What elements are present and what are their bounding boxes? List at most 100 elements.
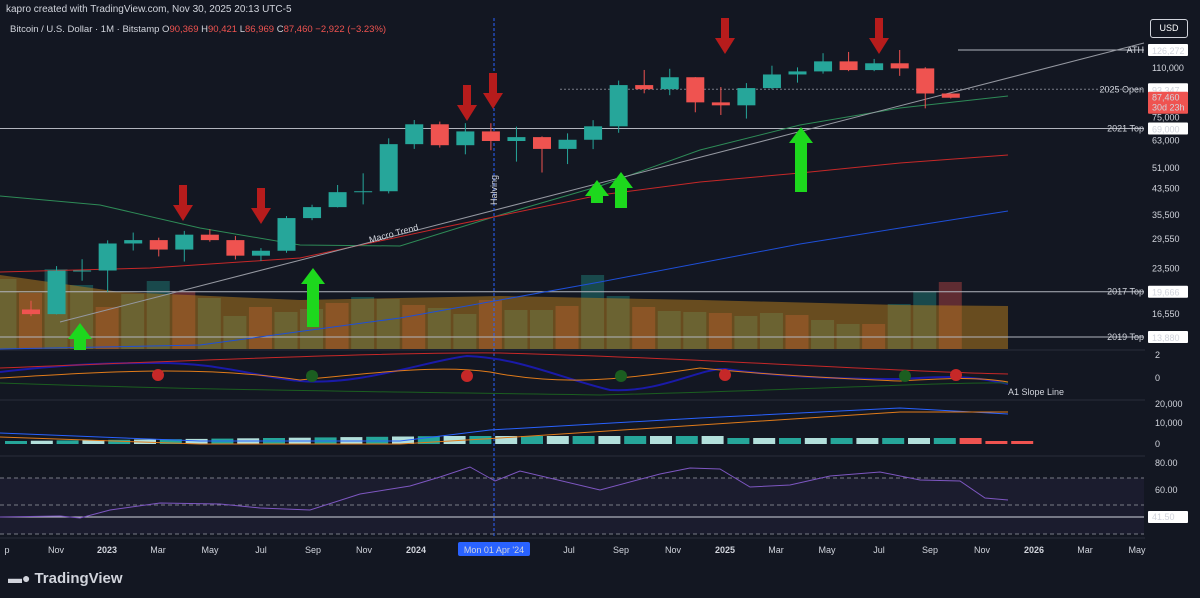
slope-line-orange xyxy=(0,367,1009,383)
down-arrow-icon xyxy=(457,85,477,121)
time-axis-tick: Nov xyxy=(974,545,991,555)
histogram-bar xyxy=(727,438,750,444)
candle-body xyxy=(635,85,654,90)
histogram-bar xyxy=(56,440,79,444)
tradingview-wordmark: TradingView xyxy=(34,570,123,587)
signal-dot-icon xyxy=(152,369,164,381)
histogram-bar xyxy=(5,441,27,444)
candle-body xyxy=(890,63,909,69)
candle-body xyxy=(762,74,781,89)
down-arrow-icon xyxy=(869,18,889,54)
rsi-line xyxy=(0,466,1009,519)
histogram-bar xyxy=(366,436,389,444)
candle-body xyxy=(558,139,577,149)
candle-body xyxy=(277,218,296,251)
candle-body xyxy=(47,270,66,315)
macro-trend-line xyxy=(59,42,1145,323)
down-arrow-icon xyxy=(173,185,193,221)
histogram-bar xyxy=(624,436,647,444)
time-axis-tick: 2024 xyxy=(406,545,426,555)
time-axis-tick: Nov xyxy=(665,545,682,555)
histogram-bar xyxy=(417,436,440,444)
histogram-bar xyxy=(159,439,182,444)
price-axis-tick: 16,550 xyxy=(1152,309,1180,319)
histogram-bar xyxy=(830,438,853,444)
time-axis-tick: p xyxy=(4,545,9,555)
macro-trend-label: Macro Trend xyxy=(368,222,419,245)
candle-body xyxy=(175,234,194,250)
signal-dot-icon xyxy=(950,369,962,381)
histogram-line-blue xyxy=(0,407,1009,442)
candle-body xyxy=(328,192,347,208)
candle-body xyxy=(379,144,398,192)
histogram-bar xyxy=(469,436,492,444)
candle-body xyxy=(481,131,500,141)
rsi-band xyxy=(0,478,1144,534)
histogram-bar xyxy=(779,438,801,444)
price-change: −2,922 (−3.23%) xyxy=(315,24,387,35)
histogram-bar xyxy=(675,436,698,444)
crosshair-date-tag xyxy=(458,542,530,556)
time-axis-tick: Mar xyxy=(150,545,166,555)
candle-body xyxy=(303,207,322,219)
slope-line-blue xyxy=(0,354,1009,392)
candle-body xyxy=(354,191,373,193)
up-arrow-icon xyxy=(789,127,813,192)
level-price-tag xyxy=(1148,44,1188,56)
ohlc-low: L86,969 xyxy=(239,24,275,35)
price-axis-tick: 29,550 xyxy=(1152,234,1180,244)
price-axis-tick: 35,500 xyxy=(1152,210,1180,220)
histogram-bar xyxy=(985,441,1008,444)
level-price-value: 126,272 xyxy=(1152,46,1185,56)
histogram-bar xyxy=(82,440,105,444)
price-axis-tick: 110,000 xyxy=(1152,63,1184,73)
candle-body xyxy=(814,61,833,72)
last-price-countdown: 30d 23h xyxy=(1152,103,1185,113)
level-price-tag xyxy=(1148,331,1188,343)
candle-body xyxy=(200,234,219,241)
level-label: ATH xyxy=(1127,45,1144,55)
candle-body xyxy=(405,124,424,145)
histogram-line-orange xyxy=(0,411,1008,445)
candle-body xyxy=(124,240,143,244)
ma-green xyxy=(0,95,1009,247)
level-label: 2025 Open xyxy=(1099,84,1144,94)
candle-body xyxy=(711,102,730,106)
symbol-legend: Bitcoin / U.S. Dollar · 1M · Bitstamp O9… xyxy=(10,24,386,35)
currency-button[interactable]: USD xyxy=(1150,19,1188,38)
level-label: 2021 Top xyxy=(1107,124,1144,134)
level-price-tag xyxy=(1148,285,1188,298)
price-axis-tick: 75,000 xyxy=(1152,113,1180,123)
time-axis-tick: 2023 xyxy=(97,545,117,555)
pane-tick: 0 xyxy=(1155,373,1160,383)
time-axis-tick: Sep xyxy=(922,545,938,555)
histogram-bar xyxy=(933,438,956,444)
candle-body xyxy=(788,71,807,75)
symbol-name[interactable]: Bitcoin / U.S. Dollar · 1M · Bitstamp xyxy=(10,24,160,35)
candle-body xyxy=(456,131,475,146)
time-axis-tick: May xyxy=(201,545,219,555)
histogram-bar xyxy=(30,440,53,444)
candle-body xyxy=(686,77,705,103)
candle-body xyxy=(660,77,679,90)
candle-body xyxy=(22,309,40,315)
histogram-bar xyxy=(804,438,827,444)
signal-dot-icon xyxy=(719,369,731,381)
ohlc-open: O90,369 xyxy=(162,24,199,35)
histogram-bar xyxy=(185,438,208,444)
histogram-bar xyxy=(598,436,621,444)
time-axis-tick: May xyxy=(1128,545,1146,555)
histogram-bar xyxy=(882,438,905,444)
time-axis-tick: Mar xyxy=(1077,545,1093,555)
chart-credit: kapro created with TradingView.com, Nov … xyxy=(6,4,292,15)
pane-tick: 10,000 xyxy=(1155,418,1183,428)
rsi-value-tag xyxy=(1148,511,1188,523)
rsi-value: 41.50 xyxy=(1152,512,1175,522)
histogram-bar xyxy=(572,436,595,444)
pane-tick: 2 xyxy=(1155,350,1160,360)
level-price-value: 93,347 xyxy=(1152,85,1180,95)
candle-body xyxy=(533,137,551,149)
candle-body xyxy=(507,137,526,141)
candle-body xyxy=(941,93,960,98)
